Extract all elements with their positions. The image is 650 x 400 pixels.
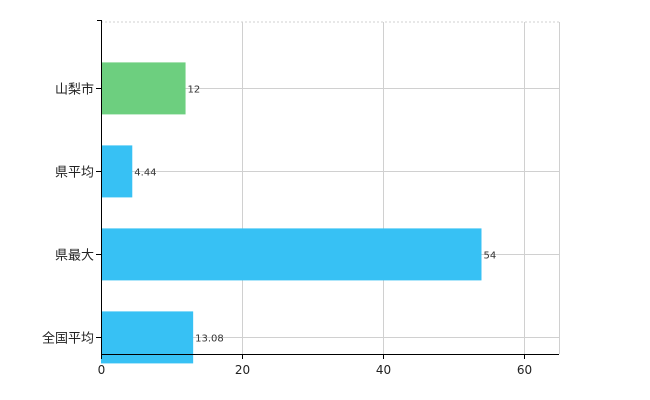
data-label: 12 <box>188 84 201 95</box>
x-tick-label: 0 <box>98 363 106 377</box>
category-label: 県平均 <box>55 166 94 181</box>
x-tick-label: 20 <box>235 363 250 377</box>
bar <box>101 145 133 198</box>
bar <box>101 228 482 281</box>
x-tick-label: 40 <box>376 363 391 377</box>
category-label: 県最大 <box>55 249 94 264</box>
bar <box>101 311 194 364</box>
category-label: 山梨市 <box>55 82 94 98</box>
x-tick-label: 60 <box>517 363 532 377</box>
data-label: 13.08 <box>195 333 224 344</box>
data-labels: 12 4.44 54 13.08 <box>134 84 496 344</box>
data-label: 54 <box>483 250 496 261</box>
data-label: 4.44 <box>134 167 156 178</box>
category-label: 全国平均 <box>42 331 94 347</box>
bars <box>101 62 482 364</box>
bar <box>101 62 186 115</box>
